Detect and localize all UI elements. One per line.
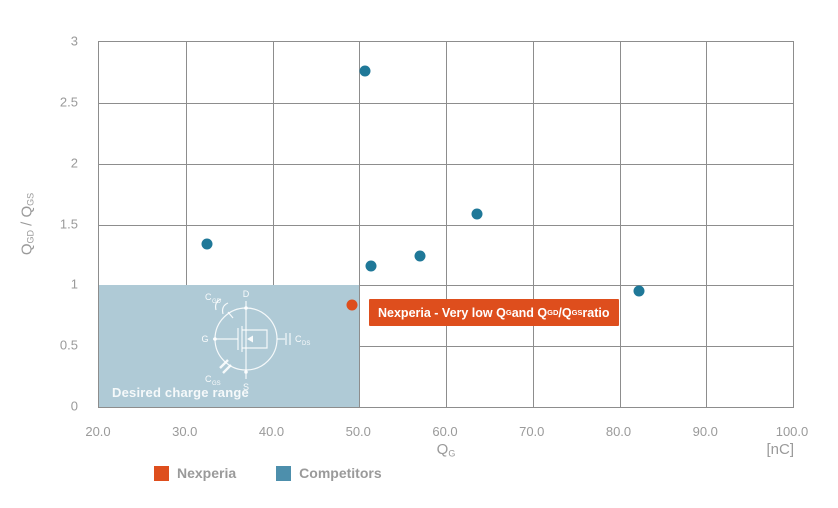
plot-area: D S G C GD C DS C GS Desired charge rang… [98, 41, 794, 408]
x-axis-unit-label: [nC] [766, 441, 794, 458]
cap-gd-label: C [205, 292, 212, 302]
mosfet-symbol-lines [213, 298, 291, 380]
legend-swatch-competitors [276, 465, 292, 481]
gate-label: G [201, 334, 208, 344]
region-label: Desired charge range [112, 384, 249, 400]
x-tick-label: 30.0 [172, 424, 198, 439]
cap-ds-label: C [295, 334, 302, 344]
data-point-competitors [414, 250, 426, 262]
y-tick-label: 2 [70, 155, 78, 171]
cap-gs-sub: GS [212, 381, 221, 387]
x-tick-label: 70.0 [519, 424, 545, 439]
legend-label-competitors: Competitors [299, 465, 382, 481]
data-point-competitors [471, 208, 483, 220]
gridline-horizontal [99, 285, 793, 287]
legend-label-nexperia: Nexperia [177, 465, 237, 481]
x-tick-label: 90.0 [692, 424, 718, 439]
mosfet-capacitance-diagram: D S G C GD C DS C GS [201, 289, 310, 392]
data-point-competitors [633, 285, 645, 297]
gridline-horizontal [99, 224, 793, 226]
gridline-horizontal [99, 102, 793, 104]
x-tick-label: 40.0 [258, 424, 285, 439]
data-point-competitors [365, 260, 377, 272]
mosfet-symbol-labels: D S G C GD C DS C GS [201, 289, 310, 392]
drain-label: D [243, 289, 250, 299]
gridline-horizontal [99, 163, 793, 165]
x-axis-label: QG [436, 441, 456, 459]
cap-ds-sub: DS [302, 341, 310, 347]
y-tick-label: 2.5 [59, 94, 78, 110]
y-tick-label: 3 [70, 33, 78, 49]
legend-item-competitors: Competitors [276, 465, 382, 481]
legend-item-nexperia: Nexperia [154, 465, 236, 481]
cap-gd-sub: GD [212, 299, 222, 305]
x-tick-label: 20.0 [85, 424, 111, 439]
legend: Nexperia Competitors [154, 465, 382, 481]
x-tick-label: 50.0 [345, 424, 371, 439]
desired-charge-range-region: D S G C GD C DS C GS Desired charge rang… [99, 285, 360, 407]
y-tick-label: 0.5 [59, 337, 78, 353]
data-point-nexperia [346, 299, 358, 311]
gridline-horizontal [99, 346, 793, 348]
cap-gs-label: C [205, 374, 212, 384]
y-tick-label: 1.5 [59, 216, 78, 231]
data-point-competitors [201, 238, 213, 250]
legend-swatch-nexperia [154, 465, 169, 481]
y-tick-label: 1 [70, 276, 78, 292]
y-tick-label: 0 [70, 398, 78, 414]
x-tick-label: 80.0 [605, 424, 632, 439]
source-label: S [243, 382, 249, 392]
data-point-competitors [359, 65, 371, 77]
x-tick-label: 100.0 [775, 424, 809, 439]
x-tick-label: 60.0 [432, 424, 458, 439]
